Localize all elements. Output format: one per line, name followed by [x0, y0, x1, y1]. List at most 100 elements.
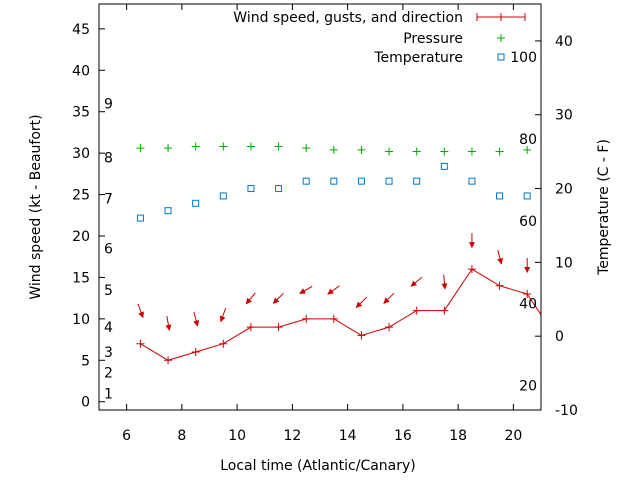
beaufort-label: 3	[104, 345, 113, 361]
pressure-point	[412, 147, 421, 156]
temperature-point	[192, 199, 200, 207]
x-tick-label: 16	[394, 428, 412, 444]
y2-tick-label: 10	[555, 255, 573, 271]
y-tick-label: 15	[72, 270, 90, 286]
wind-speed-point	[412, 306, 421, 315]
wind-direction-arrow	[299, 285, 313, 294]
pressure-point	[495, 147, 504, 156]
y2-tick-label: 40	[555, 34, 573, 50]
pressure-point	[302, 144, 311, 153]
fahrenheit-label: 40	[519, 297, 537, 313]
x-tick-label: 10	[228, 428, 246, 444]
wind-arrow-head	[138, 311, 144, 319]
wind-speed-point	[495, 281, 504, 290]
temperature-point	[440, 162, 448, 170]
beaufort-label: 5	[104, 283, 113, 299]
pressure-point	[385, 147, 394, 156]
wind-arrow-head	[165, 324, 172, 332]
wind-speed-point	[274, 323, 283, 332]
beaufort-label: 6	[104, 241, 113, 257]
wind-arrow-head	[299, 288, 306, 294]
x-tick-label: 12	[283, 428, 301, 444]
wind-arrow-head	[272, 297, 280, 304]
x-tick-label: 18	[449, 428, 467, 444]
beaufort-label: 8	[104, 150, 113, 166]
legend-label: Wind speed, gusts, and direction	[233, 10, 463, 26]
y2-tick-label: 20	[555, 182, 573, 198]
y-tick-label: 40	[72, 63, 90, 79]
pressure-point	[274, 142, 283, 151]
x-tick-label: 14	[339, 428, 357, 444]
wind-speed-point	[191, 348, 200, 356]
legend-label: Temperature	[373, 50, 463, 66]
wind-arrow-head	[193, 320, 200, 327]
pressure-point	[164, 144, 173, 153]
fahrenheit-label: 100	[510, 50, 537, 66]
wind-direction-arrow	[272, 292, 284, 304]
wind-direction-arrow	[355, 296, 367, 309]
legend-label: Pressure	[403, 31, 463, 47]
y-tick-label: 30	[72, 146, 90, 162]
legend: Wind speed, gusts, and direction Pressure…	[233, 10, 526, 66]
temperature-point	[164, 207, 172, 215]
fahrenheit-label: 80	[519, 132, 537, 148]
legend-swatch-marker	[476, 13, 526, 21]
beaufort-label: 7	[104, 192, 113, 208]
x-tick-label: 8	[177, 428, 186, 444]
wind-arrow-head	[524, 266, 531, 274]
wind-speed-point	[329, 314, 338, 323]
wind-direction-arrow	[383, 292, 395, 304]
wind-speed-point	[440, 306, 449, 315]
wind-arrow-head	[245, 297, 252, 305]
temperature-point	[136, 214, 144, 222]
temperature-point	[330, 177, 338, 185]
y-tick-label: 25	[72, 188, 90, 204]
beaufort-label: 1	[104, 386, 113, 402]
wind-arrow-head	[219, 315, 226, 323]
pressure-point	[467, 147, 476, 156]
wind-direction-arrow	[327, 285, 340, 295]
wind-speed-point	[164, 356, 173, 365]
fahrenheit-label: 20	[519, 379, 537, 395]
y-tick-label: 5	[81, 353, 90, 369]
temperature-point	[413, 177, 421, 185]
wind-speed-point	[246, 323, 255, 332]
beaufort-label: 9	[104, 96, 113, 112]
y2-tick-label: -10	[555, 403, 578, 419]
wind-arrow-head	[383, 297, 390, 304]
wind-arrow-head	[327, 288, 334, 295]
wind-arrow-head	[497, 257, 503, 265]
temperature-point	[523, 192, 531, 200]
temperature-point	[275, 185, 283, 193]
wind-direction-arrow	[441, 274, 448, 290]
pressure-point	[191, 142, 200, 151]
legend-swatch-marker	[497, 53, 505, 61]
wind-arrow-head	[468, 242, 475, 249]
temperature-point	[219, 192, 227, 200]
y-tick-label: 45	[72, 22, 90, 38]
wind-direction-arrow	[219, 307, 227, 323]
wind-arrow-head	[441, 283, 448, 290]
pressure-point	[523, 145, 532, 154]
wind-speed-point	[357, 331, 366, 340]
wind-direction-arrow	[497, 249, 503, 265]
wind-direction-arrow	[524, 258, 531, 274]
temperature-point	[302, 177, 310, 185]
temperature-point	[468, 177, 476, 185]
wind-speed-point	[219, 339, 228, 348]
temperature-point	[357, 177, 365, 185]
wind-direction-arrow	[165, 316, 172, 332]
y2-tick-label: 30	[555, 108, 573, 124]
legend-swatch-marker	[497, 34, 505, 42]
x-tick-label: 20	[504, 428, 522, 444]
temperature-point	[385, 177, 393, 185]
wind-direction-arrow	[193, 311, 200, 327]
wind-arrow-head	[410, 280, 418, 287]
tick-marks	[99, 4, 541, 411]
wind-speed-point	[302, 314, 311, 323]
wind-direction-arrow	[468, 233, 475, 249]
plot-frame	[98, 3, 542, 411]
x-tick-label: 6	[122, 428, 131, 444]
temperature-point	[247, 185, 255, 193]
